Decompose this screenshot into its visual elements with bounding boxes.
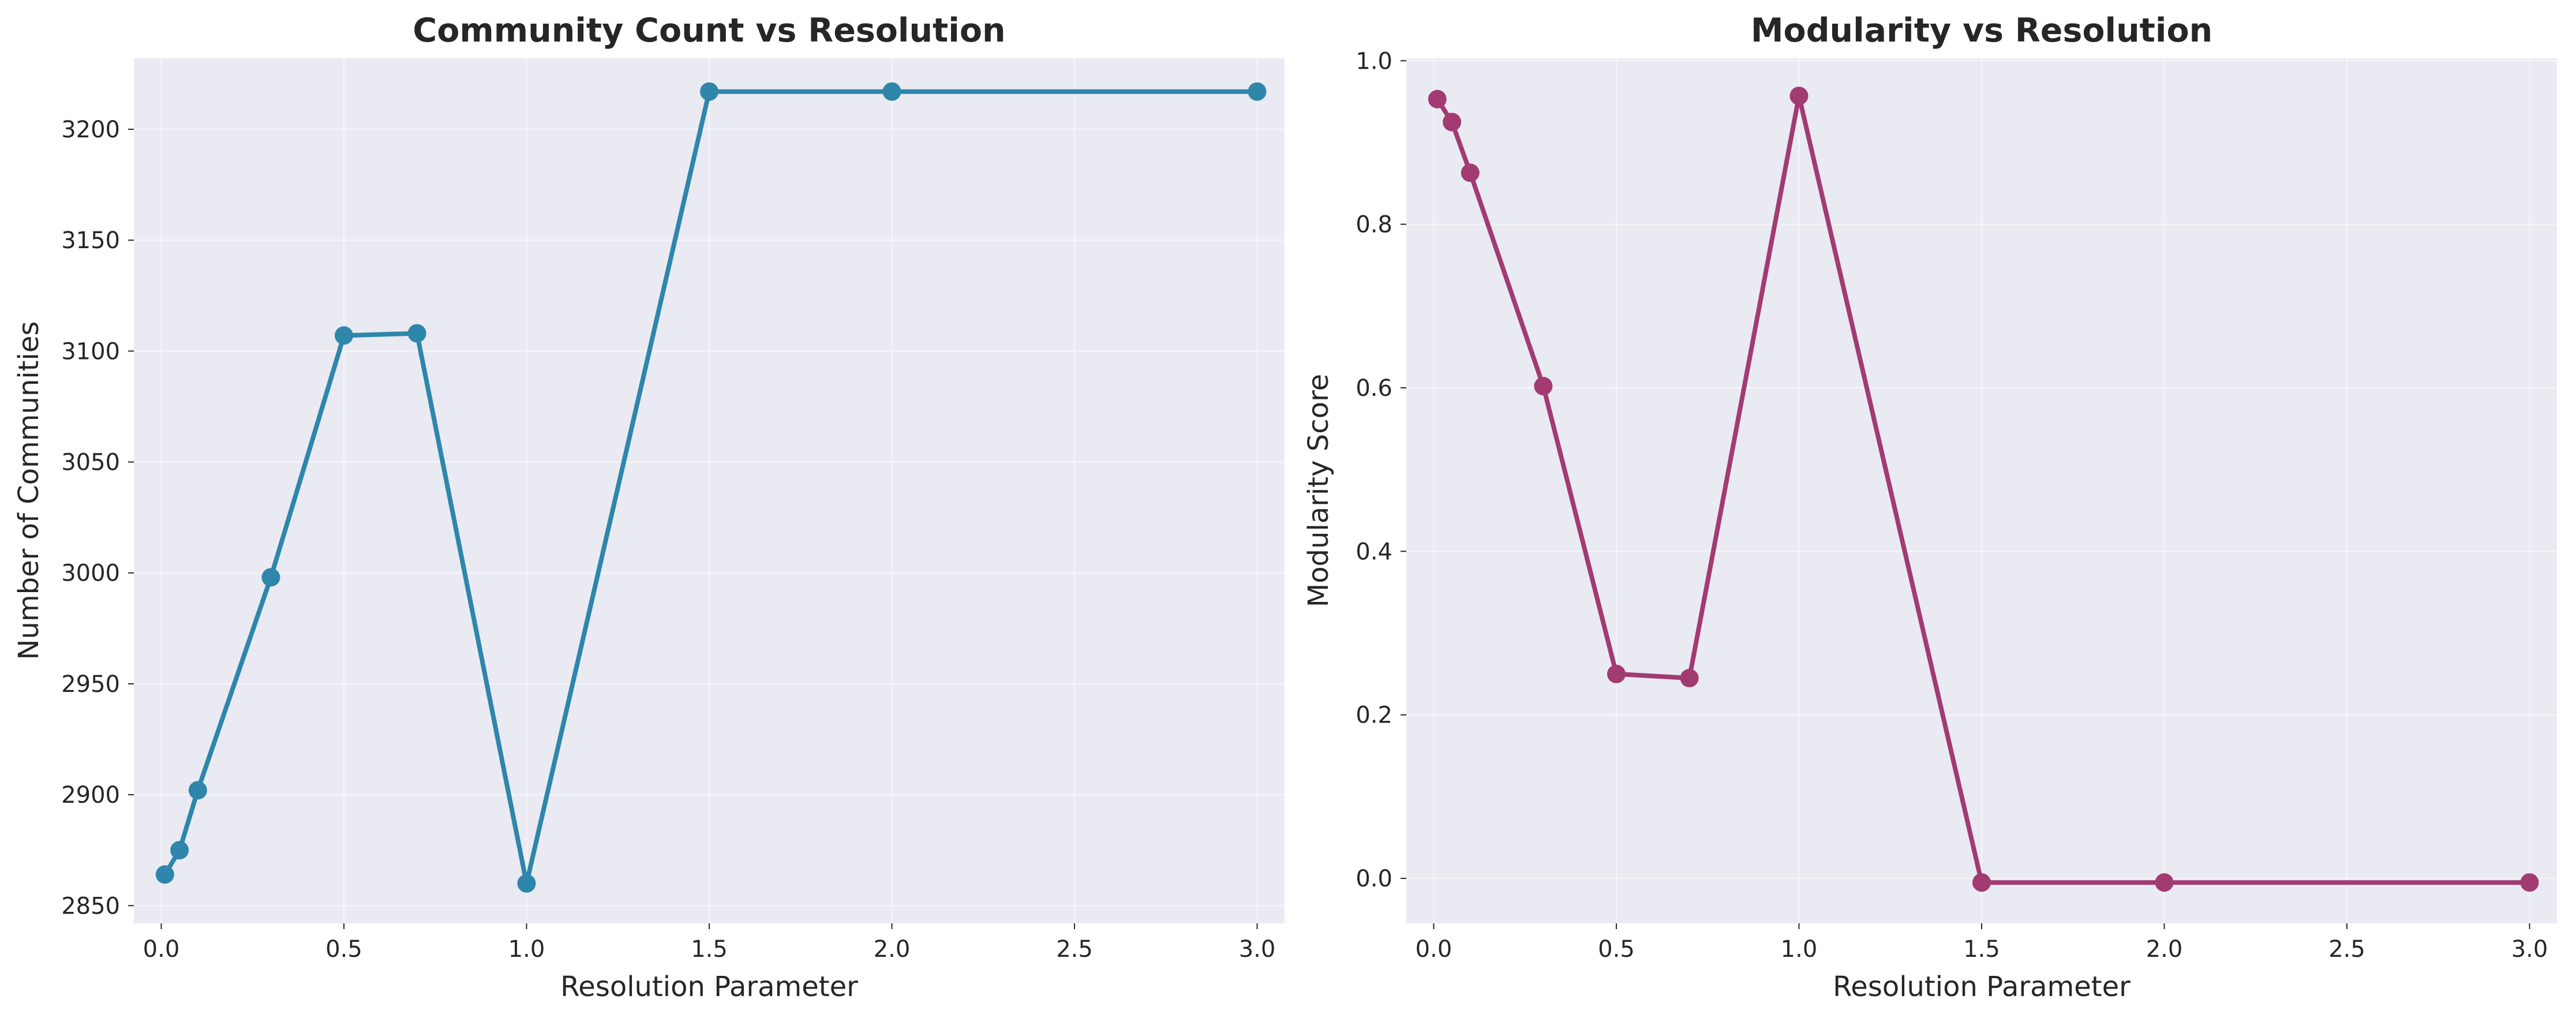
y-tick-label: 0.8 bbox=[1356, 212, 1392, 238]
data-point bbox=[2520, 873, 2539, 892]
x-tick-label: 2.0 bbox=[874, 936, 911, 963]
x-tick-label: 3.0 bbox=[2511, 936, 2548, 963]
x-tick-label: 2.0 bbox=[2146, 936, 2183, 963]
y-tick-label: 0.2 bbox=[1356, 702, 1392, 729]
x-tick-label: 3.0 bbox=[1239, 936, 1276, 963]
x-tick-label: 0.5 bbox=[1598, 936, 1635, 963]
grid-lines bbox=[134, 58, 1285, 923]
data-point bbox=[700, 82, 718, 101]
x-ticks: 0.0 0.5 1.0 1.5 2.0 2.5 3.0 bbox=[143, 923, 1276, 963]
y-ticks: 0.0 0.2 0.4 0.6 0.8 1.0 bbox=[1356, 48, 1406, 892]
data-point bbox=[335, 326, 353, 345]
x-tick-label: 1.5 bbox=[691, 936, 728, 963]
data-point bbox=[1443, 113, 1462, 132]
y-ticks: 2850 2900 2950 3000 3050 3100 3150 3200 bbox=[61, 117, 134, 919]
y-tick-label: 3150 bbox=[61, 227, 120, 254]
data-point bbox=[170, 841, 189, 860]
data-point bbox=[517, 874, 536, 893]
x-tick-label: 2.5 bbox=[1056, 936, 1093, 963]
chart-title: Modularity vs Resolution bbox=[1751, 12, 2212, 50]
y-tick-label: 3100 bbox=[61, 338, 120, 365]
chart-title: Community Count vs Resolution bbox=[413, 12, 1005, 50]
series-line bbox=[1435, 93, 2530, 885]
x-tick-label: 2.5 bbox=[2328, 936, 2365, 963]
data-point bbox=[155, 865, 174, 884]
y-axis-label: Modularity Score bbox=[1302, 374, 1335, 607]
data-point bbox=[2155, 873, 2174, 892]
data-point bbox=[1461, 163, 1480, 182]
data-point bbox=[1789, 87, 1809, 106]
y-tick-label: 0.4 bbox=[1356, 538, 1392, 565]
data-point bbox=[407, 324, 426, 343]
chart-community-count: 0.0 0.5 1.0 1.5 2.0 2.5 3.0 2850 2900 2950 3000 30… bbox=[13, 12, 1285, 1003]
series-points bbox=[155, 82, 1267, 893]
chart-modularity: 0.0 0.5 1.0 1.5 2.0 2.5 3.0 0.0 0.2 0.4 0.6 0.8 1.0… bbox=[1302, 12, 2557, 1003]
y-tick-label: 0.6 bbox=[1356, 375, 1392, 402]
x-ticks: 0.0 0.5 1.0 1.5 2.0 2.5 3.0 bbox=[1416, 923, 2548, 963]
y-tick-label: 2950 bbox=[61, 671, 120, 698]
y-tick-label: 2900 bbox=[61, 782, 120, 809]
series-line bbox=[163, 89, 1257, 886]
x-tick-label: 1.0 bbox=[1781, 936, 1818, 963]
x-tick-label: 0.5 bbox=[325, 936, 362, 963]
data-point bbox=[1972, 873, 1991, 892]
data-point bbox=[1680, 669, 1699, 687]
x-tick-label: 1.0 bbox=[508, 936, 545, 963]
x-tick-label: 0.0 bbox=[1416, 936, 1452, 963]
y-tick-label: 3050 bbox=[61, 450, 120, 476]
data-point bbox=[1428, 89, 1447, 108]
data-point bbox=[261, 568, 280, 587]
y-tick-label: 3200 bbox=[61, 117, 120, 143]
series-line-path bbox=[163, 89, 1257, 886]
x-axis-label: Resolution Parameter bbox=[1833, 971, 2131, 1003]
series-line-path bbox=[1435, 93, 2530, 885]
y-tick-label: 3000 bbox=[61, 560, 120, 587]
data-point bbox=[882, 82, 901, 101]
data-point bbox=[188, 781, 207, 800]
y-tick-label: 1.0 bbox=[1356, 48, 1392, 74]
y-tick-label: 0.0 bbox=[1356, 866, 1392, 892]
x-tick-label: 1.5 bbox=[1963, 936, 2000, 963]
data-point bbox=[1534, 377, 1553, 396]
y-tick-label: 2850 bbox=[61, 893, 120, 919]
y-axis-label: Number of Communities bbox=[13, 321, 45, 660]
x-axis-label: Resolution Parameter bbox=[560, 971, 858, 1003]
data-point bbox=[1248, 82, 1267, 101]
x-tick-label: 0.0 bbox=[143, 936, 180, 963]
data-point bbox=[1607, 664, 1626, 683]
series-points bbox=[1428, 87, 2539, 892]
